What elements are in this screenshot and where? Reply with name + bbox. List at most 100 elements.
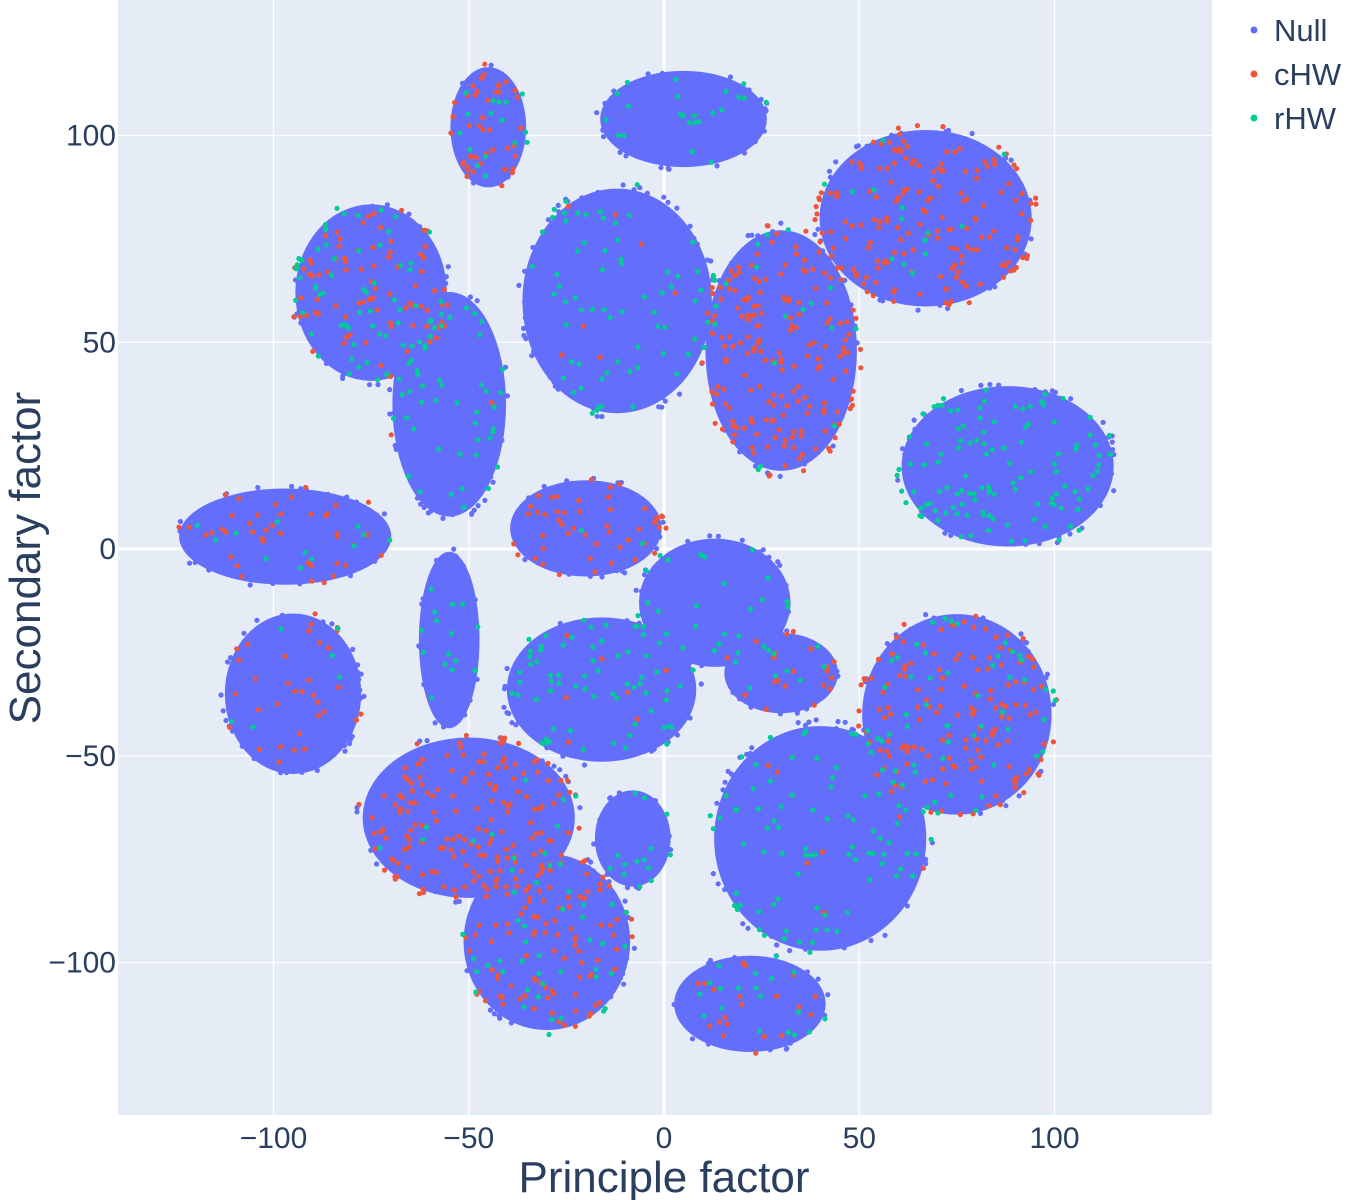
data-point [547,366,553,373]
data-point [906,434,913,440]
data-point [483,828,489,834]
data-point [557,767,563,773]
data-point [870,828,876,834]
data-point [1076,496,1082,502]
data-point [888,850,894,857]
data-point [828,229,834,235]
data-point [430,359,436,365]
data-point [953,246,960,252]
data-point [777,711,784,717]
data-point [323,360,330,366]
data-point [273,543,279,549]
data-point [632,623,638,630]
data-point [687,572,693,578]
data-point [877,821,883,827]
data-point [365,532,371,538]
legend-item-cHW[interactable]: cHW [1250,57,1342,92]
data-point [686,120,692,126]
data-point [223,550,229,557]
data-point [613,220,619,226]
data-point [587,513,593,519]
data-point [998,701,1004,707]
data-point [413,317,419,323]
data-point [413,303,419,309]
data-point [731,108,737,114]
data-point [920,798,926,805]
data-point [607,865,613,872]
data-point [716,278,723,284]
data-point [930,619,936,625]
data-point [820,337,826,343]
legend-item-rHW[interactable]: rHW [1250,101,1337,136]
data-point [880,298,886,304]
data-point [930,498,937,504]
data-point [309,578,315,584]
data-point [840,359,846,365]
data-point [397,431,403,437]
data-point [804,706,810,712]
data-point [893,198,899,204]
data-point [256,664,262,670]
data-point [437,377,443,383]
data-point [906,453,912,459]
data-point [978,382,984,388]
data-point [327,739,334,745]
data-point [827,686,833,692]
data-point [547,884,553,891]
legend[interactable]: Null cHW rHW [1250,13,1342,136]
data-point [576,498,582,504]
data-point [733,880,739,886]
data-point [634,858,640,864]
data-point [940,124,946,130]
data-point [933,479,940,485]
data-point [784,289,790,296]
data-point [614,91,620,97]
data-point [468,429,475,436]
data-point [998,524,1004,530]
data-point [964,226,970,232]
data-point [531,759,538,765]
data-point [252,676,258,682]
data-point [535,838,541,844]
data-point [377,829,383,835]
data-point [1026,421,1032,427]
data-point [612,966,618,972]
data-point [889,132,895,138]
data-point [928,465,934,471]
data-point [321,709,327,715]
data-point [812,852,818,858]
data-point [619,400,625,406]
data-point [547,867,553,874]
data-point [617,538,623,545]
data-point [916,189,922,195]
data-point [260,639,266,645]
data-point [294,262,300,268]
data-point [685,351,692,358]
data-point [986,788,993,794]
data-point [628,831,634,838]
data-point [420,295,426,301]
data-point [959,529,965,536]
data-point [647,249,654,255]
data-point [393,446,399,452]
data-point [1019,773,1025,779]
data-point [1050,739,1056,745]
legend-item-Null[interactable]: Null [1250,13,1328,48]
data-point [920,411,926,417]
data-point [415,419,421,426]
data-point [225,517,231,524]
data-point [783,801,790,807]
data-point [1067,523,1073,530]
data-point [426,229,432,235]
data-point [559,709,565,715]
data-point [726,138,732,144]
data-point [801,731,807,737]
data-point [363,209,369,215]
data-point [342,748,348,754]
data-point [876,791,882,797]
data-point [632,665,638,671]
data-point [1075,506,1081,513]
data-point [529,697,535,703]
data-point [648,878,654,884]
data-point [298,295,304,301]
